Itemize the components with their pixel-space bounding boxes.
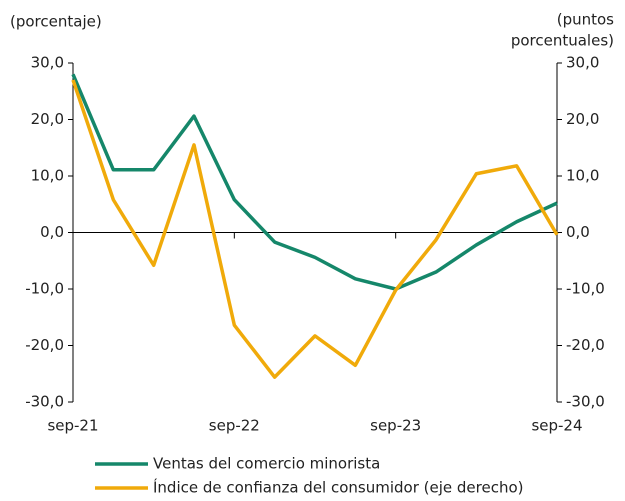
legend-label: Índice de confianza del consumidor (eje … — [153, 478, 524, 497]
y-tick-label: 10,0 — [31, 167, 64, 185]
x-tick-label: sep-22 — [209, 417, 260, 435]
legend-label: Ventas del comercio minorista — [153, 455, 380, 473]
y-tick-label: -30,0 — [25, 393, 64, 411]
y2-tick-label: -20,0 — [566, 336, 605, 354]
y2-axis-label: (puntos — [557, 11, 614, 29]
series-line — [71, 73, 558, 291]
x-tick-label: sep-21 — [47, 417, 98, 435]
x-tick-label: sep-24 — [531, 417, 582, 435]
y2-tick-label: 30,0 — [566, 54, 599, 72]
y2-tick-label: 10,0 — [566, 167, 599, 185]
y2-tick-label: 20,0 — [566, 110, 599, 128]
y-tick-label: 20,0 — [31, 110, 64, 128]
x-tick-label: sep-23 — [370, 417, 421, 435]
y-axis-label: (porcentaje) — [10, 13, 102, 31]
y2-tick-label: -30,0 — [566, 393, 605, 411]
y2-axis-label: porcentuales) — [511, 32, 614, 50]
y2-tick-label: 0,0 — [566, 223, 590, 241]
y-tick-label: -20,0 — [25, 336, 64, 354]
y-tick-label: -10,0 — [25, 280, 64, 298]
y-tick-label: 30,0 — [31, 54, 64, 72]
y2-tick-label: -10,0 — [566, 280, 605, 298]
y-tick-label: 0,0 — [40, 223, 64, 241]
series-line — [71, 79, 559, 379]
